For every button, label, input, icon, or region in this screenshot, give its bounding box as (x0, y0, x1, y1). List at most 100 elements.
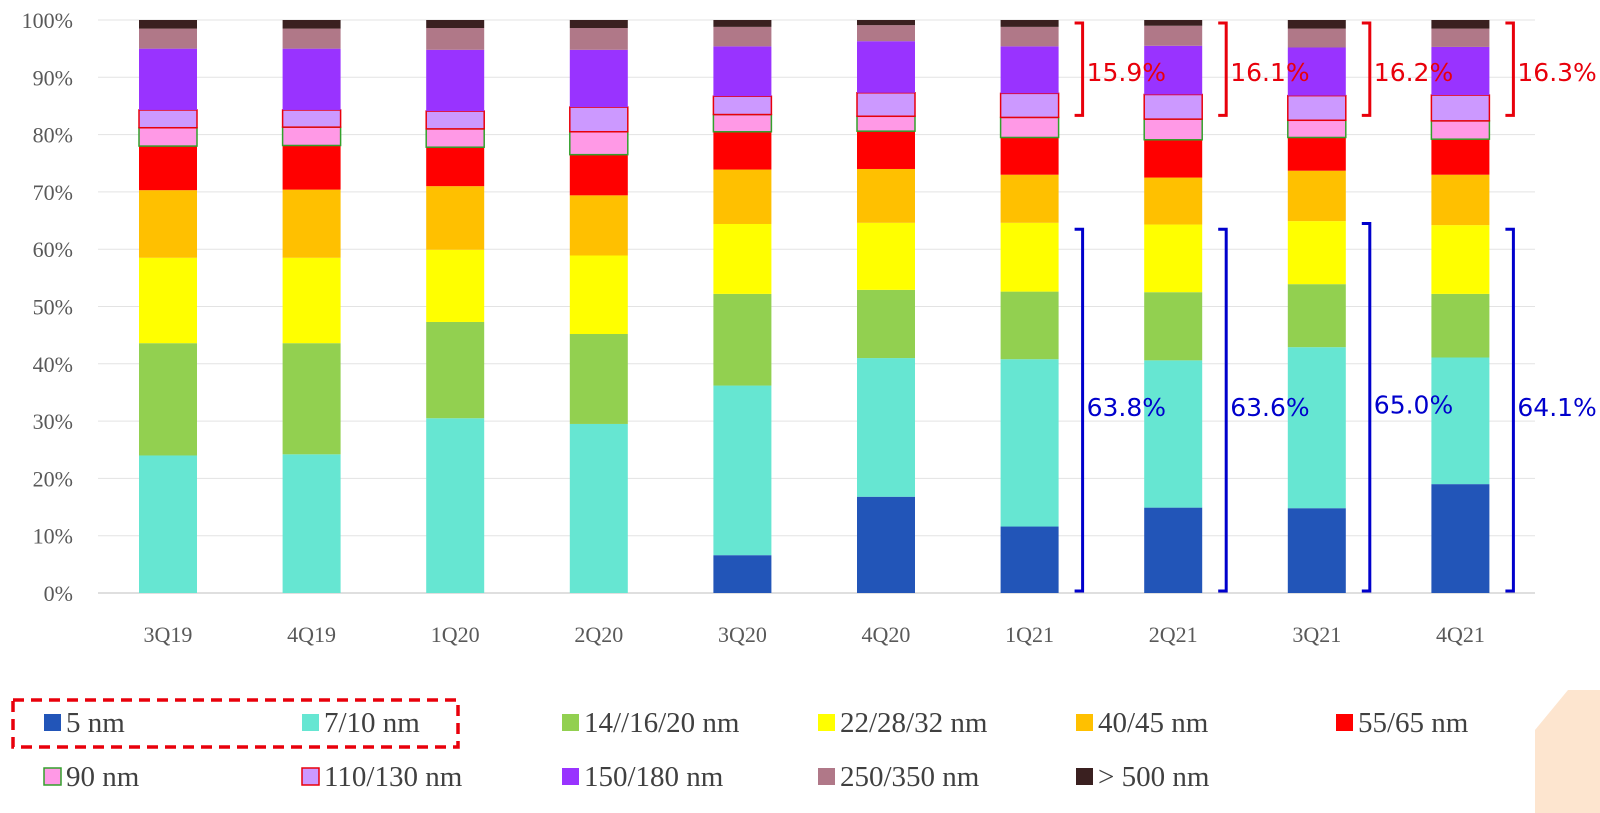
annotation-label: 16.2% (1374, 58, 1453, 87)
bar-segment-250-350-nm (713, 26, 772, 47)
annotation-label: 16.1% (1230, 58, 1309, 87)
bar-segment-250-350-nm (139, 28, 197, 49)
bar-segment-14-16-20-nm (1431, 293, 1490, 358)
legend-swatch-150-180-nm (562, 768, 579, 785)
bar-segment-14-16-20-nm (1000, 291, 1059, 360)
bar-segment-110-130-nm (856, 92, 916, 118)
y-tick-label: 60% (33, 237, 73, 262)
bar-segment-90-nm (138, 126, 198, 147)
legend-swatch-55-65-nm (1336, 714, 1353, 731)
bar-segment-55-65-nm (857, 131, 915, 169)
annotation-label: 16.3% (1517, 58, 1596, 87)
annotation-bracket (1505, 21, 1515, 117)
bar-segment-22-28-32-nm (1144, 224, 1203, 293)
bar-segment-40-45-nm (713, 169, 772, 224)
x-tick-label: 1Q20 (431, 622, 480, 647)
legend-swatch-5-nm (44, 714, 61, 731)
bar-segment-55-65-nm (282, 145, 341, 190)
x-tick-label: 2Q20 (574, 622, 623, 647)
y-tick-label: 70% (33, 180, 73, 205)
bar-segment-5-nm (1287, 508, 1346, 593)
bar-segment-110-130-nm (1143, 93, 1203, 120)
legend-highlight-box (11, 698, 460, 749)
y-tick-label: 100% (22, 8, 73, 33)
bar-segment-110-130-nm (1287, 94, 1347, 122)
y-tick-label: 80% (33, 123, 73, 148)
y-tick-label: 90% (33, 65, 73, 90)
annotation-bracket (1074, 227, 1085, 593)
annotation-label: 63.8% (1087, 393, 1166, 422)
bar-segment-500-nm (569, 20, 628, 29)
x-tick-label: 3Q21 (1292, 622, 1341, 647)
bar-segment-14-16-20-nm (282, 343, 341, 455)
bar-segment-22-28-32-nm (139, 257, 197, 344)
bar-segment-500-nm (139, 20, 197, 29)
bar-segment-14-16-20-nm (1287, 284, 1346, 348)
bar-segment-5-nm (1431, 484, 1490, 593)
bar-segment-14-16-20-nm (1144, 292, 1203, 361)
x-tick-label: 4Q21 (1436, 622, 1485, 647)
bar-segment-40-45-nm (282, 189, 341, 258)
bar-segment-22-28-32-nm (857, 222, 915, 290)
x-tick-label: 3Q19 (144, 622, 193, 647)
bar-segment-5-nm (857, 496, 915, 593)
bar-segment-150-180-nm (1287, 47, 1346, 96)
legend-label-14-16-20-nm: 14//16/20 nm (584, 707, 740, 739)
bar-segment-5-nm (1144, 507, 1203, 593)
bar-segment-7-10-nm (1287, 347, 1346, 509)
legend-label-7-10-nm: 7/10 nm (324, 707, 420, 739)
bar-segment-250-350-nm (282, 28, 341, 49)
bar-segment-150-180-nm (857, 41, 915, 93)
bar-segment-90-nm (712, 113, 773, 133)
bar-segment-250-350-nm (426, 28, 485, 50)
y-tick-label: 40% (33, 352, 73, 377)
bar-segment-7-10-nm (569, 423, 628, 593)
legend-label-500-nm: > 500 nm (1098, 761, 1210, 793)
x-tick-label: 4Q20 (862, 622, 911, 647)
annotation-label: 65.0% (1374, 390, 1453, 419)
bars (138, 20, 1491, 593)
legend-label-150-180-nm: 150/180 nm (584, 761, 724, 793)
bar-segment-90-nm (281, 126, 342, 147)
legend-label-110-130-nm: 110/130 nm (324, 761, 463, 793)
legend-swatch-7-10-nm (302, 714, 319, 731)
bar-segment-110-130-nm (569, 106, 629, 133)
bar-segment-90-nm (569, 130, 629, 156)
bar-segment-7-10-nm (1000, 359, 1059, 527)
bar-segment-55-65-nm (713, 131, 772, 170)
annotation-bracket (1361, 222, 1372, 593)
legend-swatch-500-nm (1076, 768, 1093, 785)
bar-segment-250-350-nm (1287, 28, 1346, 48)
bar-segment-22-28-32-nm (426, 249, 485, 322)
bar-segment-40-45-nm (1287, 170, 1346, 222)
x-tick-label: 1Q21 (1005, 622, 1054, 647)
bar-segment-5-nm (1000, 526, 1059, 593)
bar-segment-7-10-nm (1431, 357, 1490, 485)
bar-segment-500-nm (1431, 20, 1490, 29)
legend-label-250-350-nm: 250/350 nm (840, 761, 980, 793)
bar-segment-22-28-32-nm (1287, 221, 1346, 285)
bar-segment-150-180-nm (569, 49, 628, 108)
bar-segment-40-45-nm (857, 168, 915, 223)
bar-segment-110-130-nm (425, 110, 485, 130)
bar-segment-110-130-nm (1430, 94, 1491, 122)
bar-segment-500-nm (1144, 20, 1203, 26)
bar-segment-90-nm (999, 116, 1060, 139)
bar-segment-55-65-nm (139, 146, 197, 191)
bar-segment-55-65-nm (1287, 137, 1346, 171)
bar-segment-7-10-nm (139, 455, 197, 593)
bar-segment-150-180-nm (426, 49, 485, 112)
legend: 5 nm 7/10 nm 14//16/20 nm 22/28/32 nm 40/45 … (11, 698, 1469, 793)
bar-segment-14-16-20-nm (713, 293, 772, 386)
annotations: 15.9% 16.1% 16.2% 16.3% 63.8% 63.6% 65.0% 64.1% (1074, 21, 1597, 593)
annotation-bracket (1361, 21, 1372, 117)
bar-segment-90-nm (1287, 119, 1347, 139)
y-tick-label: 20% (33, 466, 73, 491)
bar-segment-500-nm (857, 20, 915, 26)
legend-swatch-14-16-20-nm (562, 714, 579, 731)
bar-segment-40-45-nm (569, 195, 628, 256)
x-tick-label: 3Q20 (718, 622, 767, 647)
bar-segment-22-28-32-nm (282, 257, 341, 344)
annotation-label: 15.9% (1087, 58, 1166, 87)
bar-segment-250-350-nm (1144, 25, 1203, 46)
